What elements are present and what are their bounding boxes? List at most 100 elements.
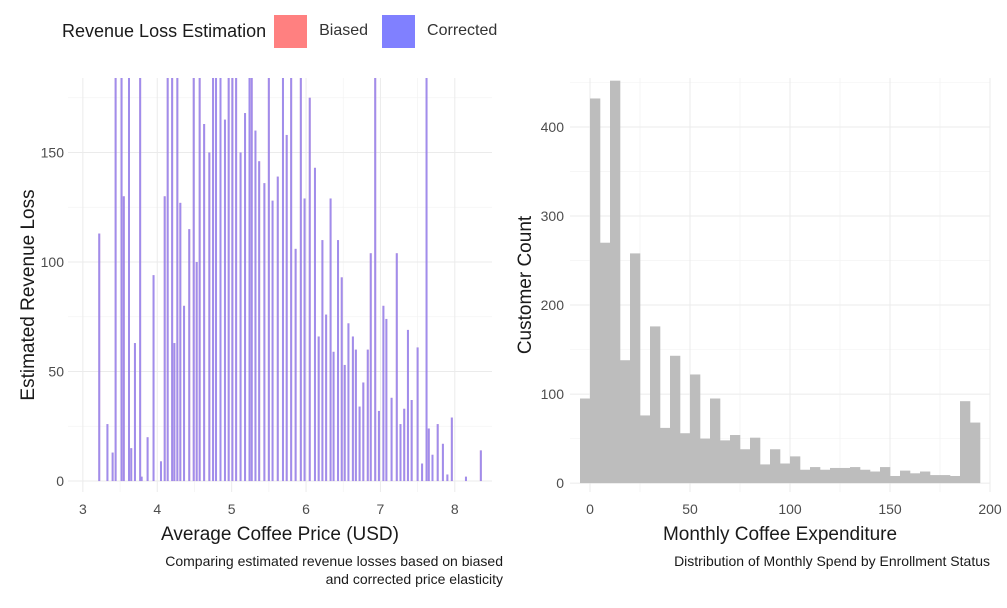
bar-corrected [248, 78, 251, 482]
bar-corrected [343, 364, 346, 482]
histogram-bar [860, 469, 871, 484]
bar-corrected [98, 233, 101, 482]
bar-corrected [294, 248, 297, 482]
bar-corrected [416, 347, 419, 482]
bar-corrected [321, 240, 324, 482]
bar-corrected [332, 351, 335, 482]
bar-corrected [317, 336, 320, 482]
bar-corrected [139, 78, 142, 482]
histogram-bar [730, 435, 741, 484]
histogram-bar [930, 475, 941, 484]
left-caption-line1: Comparing estimated revenue losses based… [165, 553, 503, 569]
legend-label-biased: Biased [319, 22, 369, 39]
histogram-bar [840, 467, 851, 484]
histogram-bar [760, 464, 771, 484]
bar-corrected [403, 408, 406, 482]
right-caption: Distribution of Monthly Spend by Enrollm… [674, 553, 990, 569]
revenue-loss-panel: 3 4 5 6 7 8 0 50 100 150 Average Coffee Price (USD… [18, 78, 492, 545]
histogram-bar [920, 471, 931, 484]
histogram-bar [900, 470, 911, 484]
bar-corrected [188, 229, 191, 482]
bar-corrected [441, 443, 444, 482]
histogram-bar [720, 440, 731, 484]
bar-corrected [329, 198, 332, 482]
bar-corrected [410, 400, 413, 482]
bar-corrected [290, 78, 293, 482]
bar-corrected [198, 78, 201, 482]
x-tick-label: 6 [302, 501, 310, 517]
histogram-bar [770, 449, 781, 484]
bar-corrected [258, 161, 261, 482]
x-tick-label: 100 [778, 501, 802, 517]
bar-corrected [351, 336, 354, 482]
bar-corrected [152, 275, 155, 482]
histogram-bar [820, 469, 831, 484]
bar-corrected [231, 78, 234, 482]
bar-corrected [235, 78, 238, 482]
histogram-bar [970, 422, 981, 484]
bar-corrected [395, 253, 398, 482]
legend-label-corrected: Corrected [427, 22, 498, 39]
histogram-bar [880, 467, 891, 484]
bar-corrected [106, 424, 109, 482]
x-tick-label: 0 [586, 501, 594, 517]
y-tick-label: 100 [541, 386, 565, 402]
bar-corrected [406, 329, 409, 482]
bar-corrected [385, 318, 388, 482]
legend-key-biased [274, 14, 308, 48]
y-tick-label: 100 [41, 254, 65, 270]
x-axis-title: Average Coffee Price (USD) [161, 524, 399, 545]
bar-corrected [223, 119, 226, 482]
histogram-bar [600, 242, 611, 484]
bar-corrected [436, 424, 439, 482]
left-caption: Comparing estimated revenue losses based… [80, 552, 503, 588]
bar-corrected [271, 200, 274, 482]
bar-corrected [369, 253, 372, 482]
histogram-bar [810, 467, 821, 484]
bar-corrected [308, 97, 311, 482]
bar-corrected [377, 410, 380, 482]
histogram-bar [790, 456, 801, 484]
bar-corrected [354, 349, 357, 482]
x-tick-label: 200 [978, 501, 1002, 517]
y-tick-label: 0 [56, 473, 64, 489]
bar-corrected [276, 176, 279, 482]
bar-corrected [173, 343, 176, 482]
bar-corrected [285, 134, 288, 482]
y-tick-label: 400 [541, 119, 565, 135]
histogram-bar [620, 360, 631, 484]
histogram-bar [800, 469, 811, 484]
histogram-bar [640, 415, 651, 484]
bar-corrected [219, 78, 222, 482]
bar-corrected [244, 113, 247, 482]
bar-corrected [362, 382, 365, 482]
histogram-bar [870, 471, 881, 484]
bar-corrected [171, 78, 174, 482]
bar-corrected [337, 240, 340, 482]
histogram-bar [700, 438, 711, 484]
bar-corrected [212, 78, 215, 482]
y-tick-label: 200 [541, 297, 565, 313]
left-caption-line2: and corrected price elasticity [325, 571, 503, 587]
legend: Revenue Loss Estimation Biased Corrected [62, 14, 511, 48]
bar-corrected [390, 397, 393, 482]
bar-corrected [299, 78, 302, 482]
bar-corrected [254, 130, 257, 482]
bar-corrected [313, 167, 316, 482]
bar-corrected [325, 314, 328, 482]
bar-corrected [431, 454, 434, 482]
histogram-bar [780, 463, 791, 484]
histogram-bar [660, 427, 671, 484]
x-axis-title: Monthly Coffee Expenditure [663, 524, 897, 545]
bar-corrected [120, 78, 123, 482]
bar-corrected [347, 323, 350, 482]
bar-corrected [203, 124, 206, 482]
y-axis-title: Customer Count [515, 215, 536, 354]
x-tick-label: 150 [878, 501, 902, 517]
bar-corrected [166, 78, 169, 482]
bar-corrected [227, 78, 230, 482]
bar-corrected [358, 406, 361, 482]
histogram-bar [690, 374, 701, 484]
histogram-bar [590, 98, 601, 484]
bar-corrected [250, 78, 253, 482]
